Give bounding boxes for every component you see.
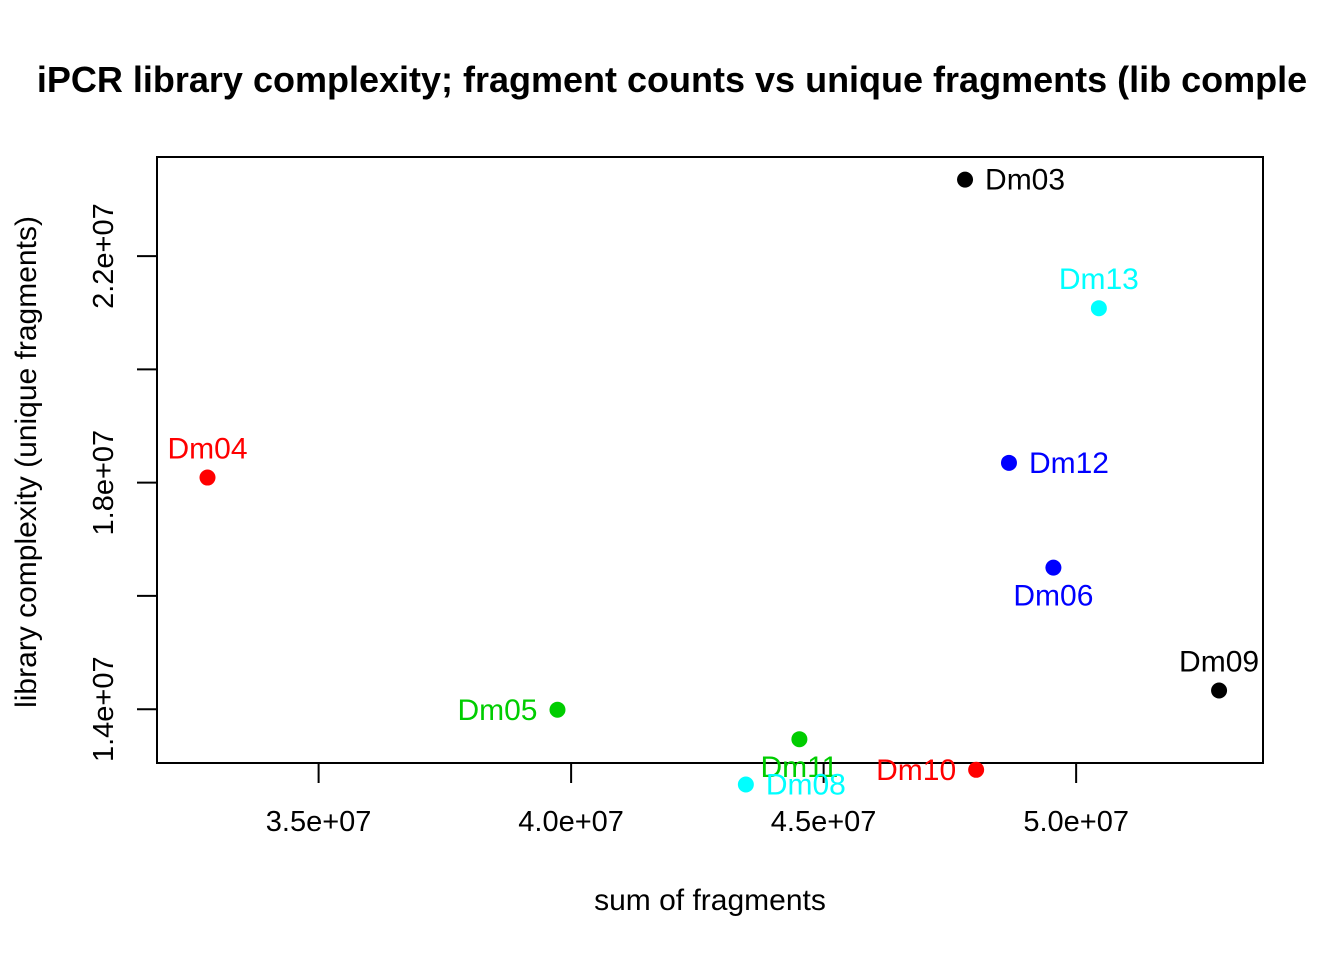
- x-tick-label: 5.0e+07: [1023, 806, 1129, 838]
- data-point-dm13: [1090, 300, 1107, 317]
- x-tick-label: 4.0e+07: [518, 806, 624, 838]
- data-point-dm12: [1000, 454, 1017, 471]
- point-label-dm04: Dm04: [167, 433, 247, 466]
- data-point-dm09: [1211, 682, 1228, 699]
- y-axis: 1.4e+07 1.8e+07 2.2e+07: [88, 203, 157, 762]
- point-label-dm05: Dm05: [457, 694, 537, 727]
- point-label-dm09: Dm09: [1179, 646, 1259, 679]
- data-point-dm08: [737, 776, 754, 793]
- x-tick-label: 3.5e+07: [266, 806, 372, 838]
- point-label-dm08: Dm08: [766, 769, 846, 802]
- y-tick-label: 2.2e+07: [88, 203, 120, 309]
- y-tick-label: 1.8e+07: [88, 430, 120, 536]
- y-axis-label: library complexity (unique fragments): [10, 216, 43, 708]
- data-point-dm05: [549, 701, 566, 718]
- data-point-dm10: [968, 761, 985, 778]
- point-label-dm10: Dm10: [876, 754, 956, 787]
- y-tick-label: 1.4e+07: [88, 656, 120, 762]
- x-axis: 3.5e+07 4.0e+07 4.5e+07 5.0e+07: [266, 763, 1129, 838]
- plot-area-frame: [156, 156, 1264, 764]
- point-label-dm11: Dm11: [760, 751, 838, 784]
- data-points: Dm03 Dm13 Dm12 Dm04 Dm06 Dm09 Dm05 Dm11 Dm10 Dm08: [167, 164, 1259, 802]
- x-tick-label: 4.5e+07: [771, 806, 877, 838]
- x-axis-label: sum of fragments: [594, 884, 826, 917]
- data-point-dm04: [199, 469, 216, 486]
- point-label-dm03: Dm03: [985, 164, 1065, 197]
- point-label-dm06: Dm06: [1013, 580, 1093, 613]
- point-label-dm12: Dm12: [1029, 447, 1109, 480]
- data-point-dm11: [791, 731, 808, 748]
- data-point-dm03: [957, 171, 974, 188]
- point-label-dm13: Dm13: [1059, 263, 1139, 296]
- chart-title: iPCR library complexity; fragment counts…: [37, 59, 1307, 100]
- data-point-dm06: [1045, 559, 1062, 576]
